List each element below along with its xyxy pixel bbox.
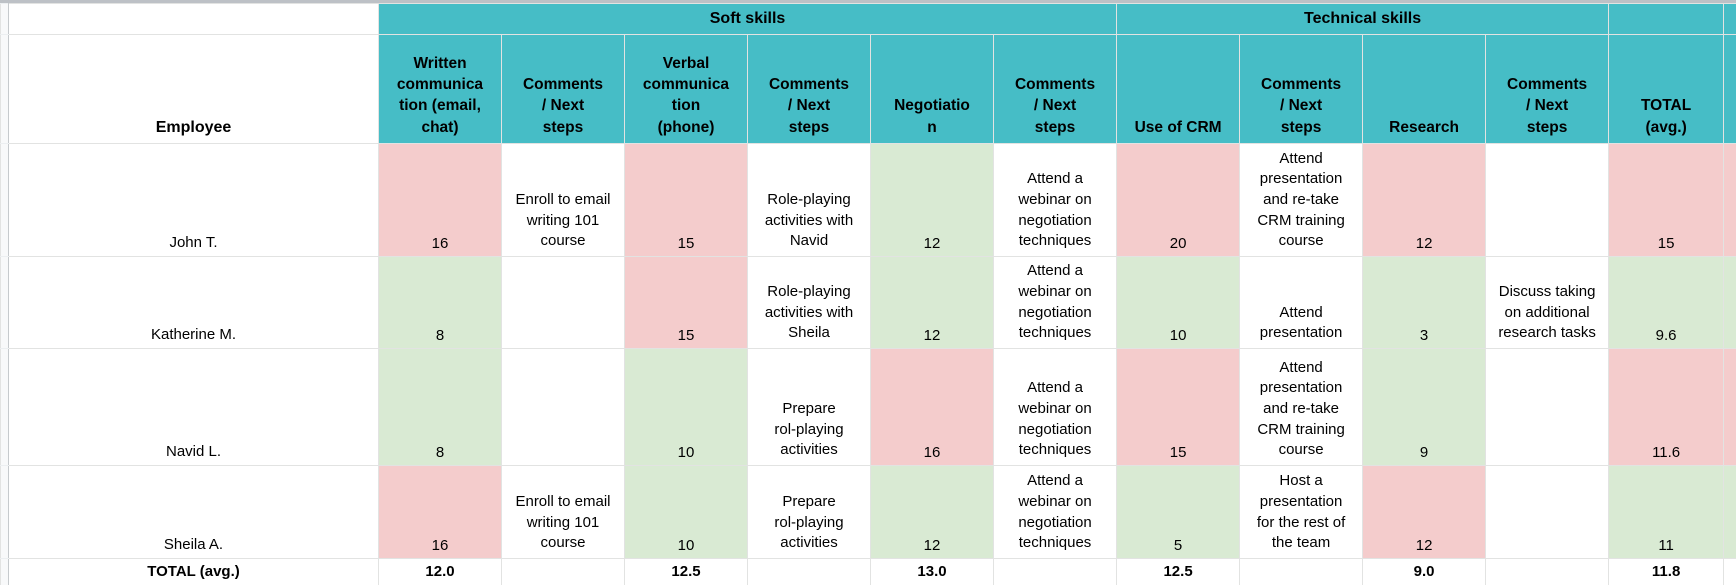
total-value-cell[interactable]: 11.8 [1608, 558, 1725, 585]
employee-name-cell[interactable]: Sheila A. [8, 465, 379, 559]
total-value-cell[interactable] [747, 558, 871, 585]
cutoff-column-cell [1723, 143, 1736, 257]
comments-cell[interactable]: Attend presentation [1239, 256, 1364, 349]
column-header-comments-5[interactable]: Comments / Next steps [1485, 34, 1610, 144]
comments-cell[interactable]: Role-playing activities with Sheila [747, 256, 871, 349]
row-header-gutter [0, 465, 9, 559]
comments-cell[interactable]: Attend a webinar on negotiation techniqu… [992, 465, 1118, 559]
total-score-cell[interactable]: 9.6 [1608, 256, 1725, 349]
comments-cell[interactable]: Discuss taking on additional research ta… [1485, 256, 1610, 349]
score-cell[interactable]: 3 [1362, 256, 1487, 349]
total-value-cell[interactable]: 12.0 [378, 558, 502, 585]
table-row: John T. 16 Enroll to email writing 101 c… [0, 143, 1736, 257]
total-score-cell[interactable]: 15 [1608, 143, 1725, 257]
cutoff-column-header-cell [1723, 34, 1736, 144]
score-cell[interactable]: 5 [1116, 465, 1241, 559]
score-cell[interactable]: 12 [870, 256, 994, 349]
comments-cell[interactable] [1485, 143, 1610, 257]
table-row: Katherine M. 8 15 Role-playing activitie… [0, 256, 1736, 349]
column-header-employee[interactable]: Employee [8, 34, 379, 144]
score-cell[interactable]: 12 [870, 143, 994, 257]
comments-cell[interactable]: Attend a webinar on negotiation techniqu… [992, 143, 1118, 257]
score-cell[interactable]: 10 [624, 348, 748, 466]
comments-cell[interactable] [1485, 465, 1610, 559]
comments-cell[interactable]: Prepare rol-playing activities [747, 348, 871, 466]
score-cell[interactable]: 12 [1362, 465, 1487, 559]
total-average-row: TOTAL (avg.) 12.0 12.5 13.0 12.5 9.0 11.… [0, 558, 1736, 585]
banner-total-spacer-cell[interactable] [1608, 3, 1725, 35]
score-cell[interactable]: 10 [624, 465, 748, 559]
score-cell[interactable]: 16 [378, 465, 502, 559]
score-cell[interactable]: 10 [1116, 256, 1241, 349]
comments-cell[interactable]: Attend presentation and re-take CRM trai… [1239, 143, 1364, 257]
total-value-cell[interactable] [501, 558, 625, 585]
column-header-negotiation[interactable]: Negotiatio n [870, 34, 994, 144]
column-header-total-avg[interactable]: TOTAL (avg.) [1608, 34, 1725, 144]
comments-cell[interactable]: Host a presentation for the rest of the … [1239, 465, 1364, 559]
employee-name-cell[interactable]: Katherine M. [8, 256, 379, 349]
comments-cell[interactable] [1485, 348, 1610, 466]
total-score-cell[interactable]: 11 [1608, 465, 1725, 559]
skills-assessment-table: Soft skills Technical skills Employee Wr… [0, 3, 1736, 585]
column-header-comments-2[interactable]: Comments / Next steps [747, 34, 871, 144]
score-cell[interactable]: 12 [870, 465, 994, 559]
comments-cell[interactable]: Attend a webinar on negotiation techniqu… [992, 348, 1118, 466]
row-header-gutter [0, 558, 9, 585]
table-row: Navid L. 8 10 Prepare rol-playing activi… [0, 348, 1736, 466]
score-cell[interactable]: 8 [378, 256, 502, 349]
column-header-use-of-crm[interactable]: Use of CRM [1116, 34, 1241, 144]
total-value-cell[interactable]: 13.0 [870, 558, 994, 585]
column-header-comments-3[interactable]: Comments / Next steps [992, 34, 1118, 144]
total-value-cell[interactable]: 12.5 [1116, 558, 1241, 585]
column-header-comments-4[interactable]: Comments / Next steps [1239, 34, 1364, 144]
employee-name-cell[interactable]: Navid L. [8, 348, 379, 466]
cutoff-column-cell [1723, 348, 1736, 466]
score-cell[interactable]: 15 [624, 143, 748, 257]
table-row: Sheila A. 16 Enroll to email writing 101… [0, 465, 1736, 559]
score-cell[interactable]: 16 [870, 348, 994, 466]
comments-cell[interactable]: Enroll to email writing 101 course [501, 465, 625, 559]
cutoff-column-cell [1723, 558, 1736, 585]
column-header-research[interactable]: Research [1362, 34, 1487, 144]
row-header-gutter [0, 348, 9, 466]
column-header-verbal-communication[interactable]: Verbal communica tion (phone) [624, 34, 748, 144]
comments-cell[interactable]: Prepare rol-playing activities [747, 465, 871, 559]
cutoff-column-cell [1723, 465, 1736, 559]
score-cell[interactable]: 20 [1116, 143, 1241, 257]
comments-cell[interactable]: Role-playing activities with Navid [747, 143, 871, 257]
total-value-cell[interactable]: 9.0 [1362, 558, 1487, 585]
column-header-written-communication[interactable]: Written communica tion (email, chat) [378, 34, 502, 144]
score-cell[interactable]: 12 [1362, 143, 1487, 257]
total-row-label[interactable]: TOTAL (avg.) [8, 558, 379, 585]
row-header-gutter [0, 256, 9, 349]
column-header-comments-1[interactable]: Comments / Next steps [501, 34, 625, 144]
total-value-cell[interactable]: 12.5 [624, 558, 748, 585]
comments-cell[interactable]: Attend a webinar on negotiation techniqu… [992, 256, 1118, 349]
comments-cell[interactable] [501, 348, 625, 466]
merged-banner-soft-skills[interactable]: Soft skills [377, 3, 1118, 35]
total-value-cell[interactable] [1485, 558, 1610, 585]
banner-empty-cell[interactable] [8, 3, 379, 35]
row-header-gutter [0, 143, 9, 257]
cutoff-column-banner-cell [1723, 3, 1736, 35]
employee-name-cell[interactable]: John T. [8, 143, 379, 257]
header-row: Employee Written communica tion (email, … [0, 34, 1736, 144]
banner-row: Soft skills Technical skills [0, 3, 1736, 35]
merged-banner-technical-skills[interactable]: Technical skills [1116, 3, 1610, 35]
score-cell[interactable]: 8 [378, 348, 502, 466]
score-cell[interactable]: 9 [1362, 348, 1487, 466]
total-value-cell[interactable] [992, 558, 1118, 585]
comments-cell[interactable]: Attend presentation and re-take CRM trai… [1239, 348, 1364, 466]
comments-cell[interactable] [501, 256, 625, 349]
score-cell[interactable]: 15 [624, 256, 748, 349]
score-cell[interactable]: 16 [378, 143, 502, 257]
total-value-cell[interactable] [1239, 558, 1364, 585]
row-header-gutter [0, 34, 9, 144]
total-score-cell[interactable]: 11.6 [1608, 348, 1725, 466]
score-cell[interactable]: 15 [1116, 348, 1241, 466]
cutoff-column-cell [1723, 256, 1736, 349]
comments-cell[interactable]: Enroll to email writing 101 course [501, 143, 625, 257]
row-header-gutter [0, 3, 9, 35]
